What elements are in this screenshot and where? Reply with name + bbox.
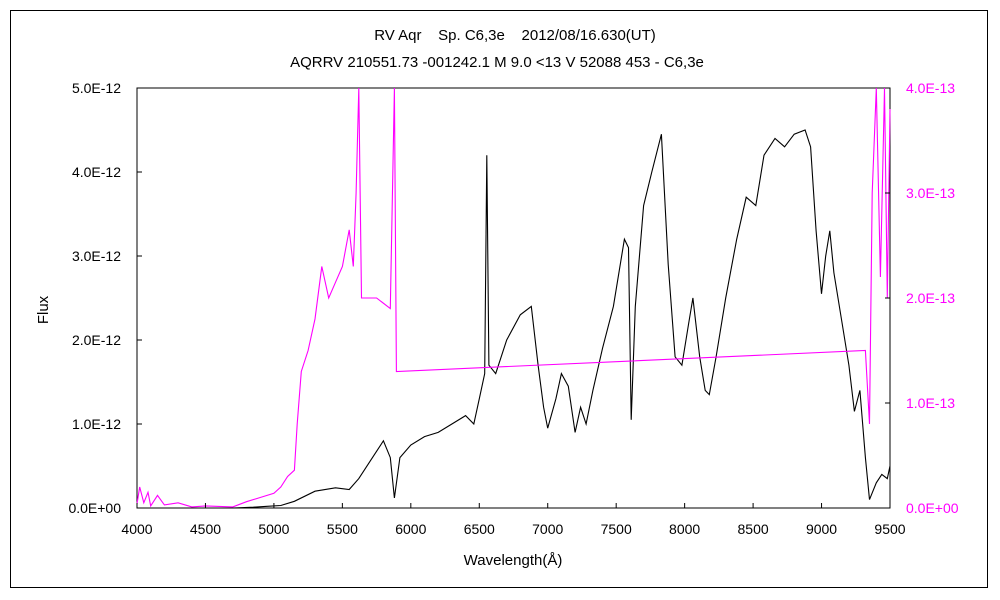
y-tick-label: 1.0E-12 (72, 416, 121, 432)
y2-tick-label: 2.0E-13 (906, 290, 955, 306)
y-axis-label: Flux (35, 295, 52, 324)
y2-tick-label: 3.0E-13 (906, 185, 955, 201)
x-tick-label: 4000 (121, 521, 152, 537)
chart-title: RV Aqr Sp. C6,3e 2012/08/16.630(UT) (374, 27, 656, 44)
y-tick-label: 5.0E-12 (72, 80, 121, 96)
y2-tick-label: 1.0E-13 (906, 395, 955, 411)
chart-frame (10, 10, 988, 588)
x-tick-label: 7500 (601, 521, 632, 537)
series-line-magenta (136, 87, 891, 508)
y-tick-label: 2.0E-12 (72, 332, 121, 348)
x-axis-ticks: 4000 4500 5000 5500 6000 6500 7000 7500 8000 8500… (121, 503, 906, 537)
y2-axis-ticks: 0.0E+00 1.0E-13 2.0E-13 3.0E-13 4.0E-13 (885, 80, 959, 516)
plot-area (136, 87, 891, 509)
x-tick-label: 7000 (532, 521, 563, 537)
y-tick-label: 3.0E-12 (72, 248, 121, 264)
x-tick-label: 6000 (395, 521, 426, 537)
x-tick-label: 9500 (874, 521, 905, 537)
x-tick-label: 6500 (464, 521, 495, 537)
x-tick-label: 5500 (327, 521, 358, 537)
x-tick-label: 8000 (669, 521, 700, 537)
x-tick-label: 5000 (258, 521, 289, 537)
y2-tick-label: 4.0E-13 (906, 80, 955, 96)
x-tick-label: 9000 (806, 521, 837, 537)
x-tick-label: 8500 (738, 521, 769, 537)
y2-tick-label: 0.0E+00 (906, 500, 959, 516)
x-tick-label: 4500 (190, 521, 221, 537)
series-layer (136, 87, 891, 509)
y-tick-label: 4.0E-12 (72, 164, 121, 180)
y-axis-ticks: 0.0E+00 1.0E-12 2.0E-12 3.0E-12 4.0E-12 5.0E-… (68, 80, 142, 516)
y-tick-label: 0.0E+00 (68, 500, 121, 516)
x-axis-label: Wavelength(Å) (464, 552, 563, 569)
chart-subtitle: AQRRV 210551.73 -001242.1 M 9.0 <13 V 52… (290, 54, 704, 71)
series-line-black (137, 129, 891, 509)
